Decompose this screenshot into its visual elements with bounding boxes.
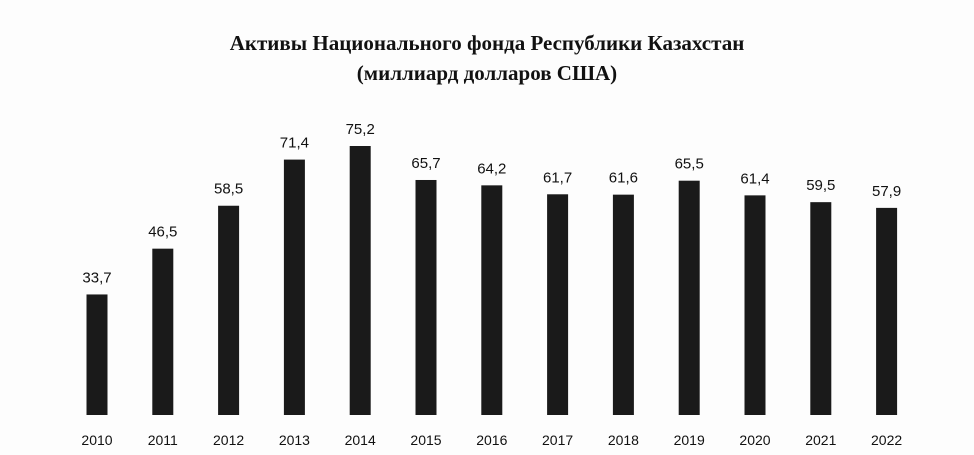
data-label: 61,7 bbox=[543, 169, 572, 186]
bar bbox=[415, 179, 437, 415]
x-tick-label: 2019 bbox=[674, 432, 705, 448]
x-tick-label: 2022 bbox=[871, 432, 902, 448]
data-label: 64,2 bbox=[477, 160, 506, 177]
bar bbox=[678, 180, 700, 415]
data-label: 59,5 bbox=[806, 177, 835, 194]
data-label: 65,5 bbox=[675, 156, 704, 173]
data-label: 65,7 bbox=[411, 155, 440, 172]
data-label: 33,7 bbox=[82, 269, 111, 286]
bar bbox=[481, 185, 503, 415]
x-tick-label: 2011 bbox=[148, 432, 178, 448]
bar bbox=[612, 194, 634, 415]
chart-title: Активы Национального фонда Республики Ка… bbox=[230, 31, 745, 55]
data-label: 71,4 bbox=[280, 135, 309, 152]
x-tick-label: 2016 bbox=[476, 432, 507, 448]
x-tick-label: 2015 bbox=[410, 432, 441, 448]
data-label: 46,5 bbox=[148, 224, 177, 241]
x-tick-label: 2018 bbox=[608, 432, 639, 448]
bar bbox=[86, 294, 108, 415]
bar bbox=[810, 202, 832, 415]
bar bbox=[744, 195, 766, 415]
x-tick-label: 2020 bbox=[739, 432, 770, 448]
data-label: 57,9 bbox=[872, 183, 901, 200]
bar bbox=[283, 159, 305, 415]
x-tick-label: 2010 bbox=[81, 432, 112, 448]
x-tick-label: 2017 bbox=[542, 432, 573, 448]
x-tick-label: 2012 bbox=[213, 432, 244, 448]
bar bbox=[547, 194, 569, 415]
data-label: 58,5 bbox=[214, 181, 243, 198]
data-label: 61,4 bbox=[740, 170, 769, 187]
bar bbox=[218, 205, 240, 415]
bar bbox=[152, 248, 174, 415]
chart-subtitle: (миллиард долларов США) bbox=[357, 61, 617, 85]
bar bbox=[349, 146, 371, 415]
data-label: 75,2 bbox=[346, 121, 375, 138]
x-tick-label: 2013 bbox=[279, 432, 310, 448]
bar bbox=[876, 207, 898, 415]
x-tick-label: 2021 bbox=[805, 432, 836, 448]
data-label: 61,6 bbox=[609, 170, 638, 187]
x-tick-label: 2014 bbox=[345, 432, 376, 448]
